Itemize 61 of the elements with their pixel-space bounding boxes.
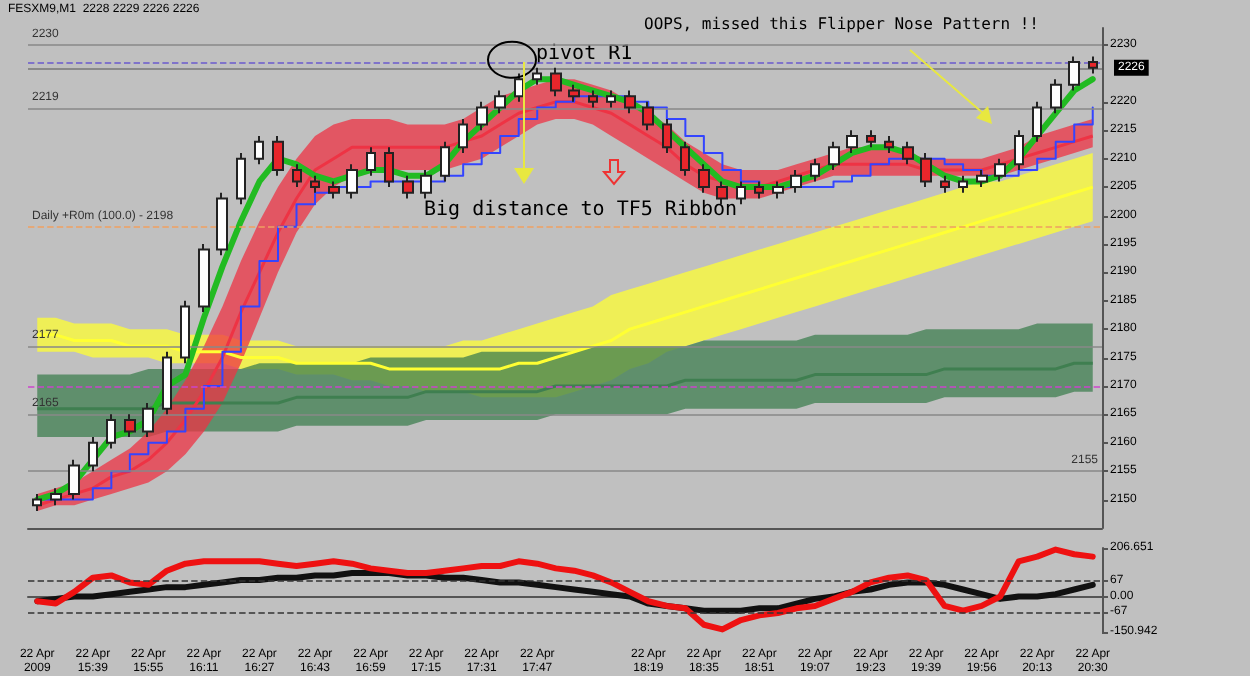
candlestick <box>216 191 228 257</box>
candlestick <box>236 152 246 206</box>
candlestick <box>292 163 302 189</box>
candlestick <box>1032 100 1042 143</box>
candlestick <box>514 72 524 103</box>
candlestick <box>328 180 340 200</box>
candlestick <box>736 180 746 206</box>
candlestick <box>384 146 394 189</box>
candlestick <box>402 174 414 200</box>
candlestick <box>494 89 506 115</box>
line-series <box>34 546 1096 633</box>
candlestick <box>550 66 562 98</box>
candlestick <box>1088 55 1098 75</box>
annotation: Big distance to TF5 Ribbon <box>424 199 738 221</box>
candlestick <box>88 436 98 473</box>
candlestick <box>606 89 616 109</box>
candlestick <box>680 140 690 177</box>
candlestick <box>866 129 876 149</box>
candlestick <box>124 413 136 439</box>
candlestick <box>180 299 190 365</box>
candlestick <box>162 350 172 416</box>
candlestick <box>1068 55 1080 92</box>
candlestick <box>254 134 264 166</box>
candlestick <box>458 117 468 154</box>
candlestick <box>198 242 210 314</box>
candlestick <box>476 100 488 132</box>
candlestick <box>662 117 672 154</box>
candlestick <box>106 413 116 450</box>
candlestick <box>420 169 432 200</box>
candlestick <box>828 140 840 172</box>
candlestick <box>310 174 320 194</box>
candlestick <box>1050 78 1062 115</box>
candlestick <box>346 163 358 200</box>
candlestick <box>902 140 914 166</box>
candlestick <box>50 487 62 507</box>
candlestick <box>532 66 542 86</box>
candlestick <box>958 174 968 194</box>
candlestick <box>68 458 80 501</box>
candlestick <box>568 83 580 103</box>
candlestick <box>440 140 450 183</box>
candlestick <box>698 163 710 194</box>
candlestick <box>994 157 1006 183</box>
candlestick <box>588 89 598 109</box>
candlestick <box>366 146 376 177</box>
candlestick <box>810 157 820 183</box>
candlestick <box>32 492 42 512</box>
candlestick <box>846 129 858 154</box>
candlestick <box>754 180 764 200</box>
candlestick <box>624 89 636 115</box>
candlestick <box>940 174 950 194</box>
candlestick <box>272 134 284 177</box>
candlestick <box>1014 129 1024 172</box>
candlestick <box>920 152 932 189</box>
candlestick <box>976 169 988 189</box>
candlestick <box>642 100 654 132</box>
annotation: pivot R1 <box>536 42 633 65</box>
candlestick <box>884 134 894 154</box>
candlestick <box>142 402 154 439</box>
candlestick <box>772 180 784 200</box>
annotation: OOPS, missed this Flipper Nose Pattern !! <box>644 15 1039 33</box>
candlestick <box>790 169 802 194</box>
